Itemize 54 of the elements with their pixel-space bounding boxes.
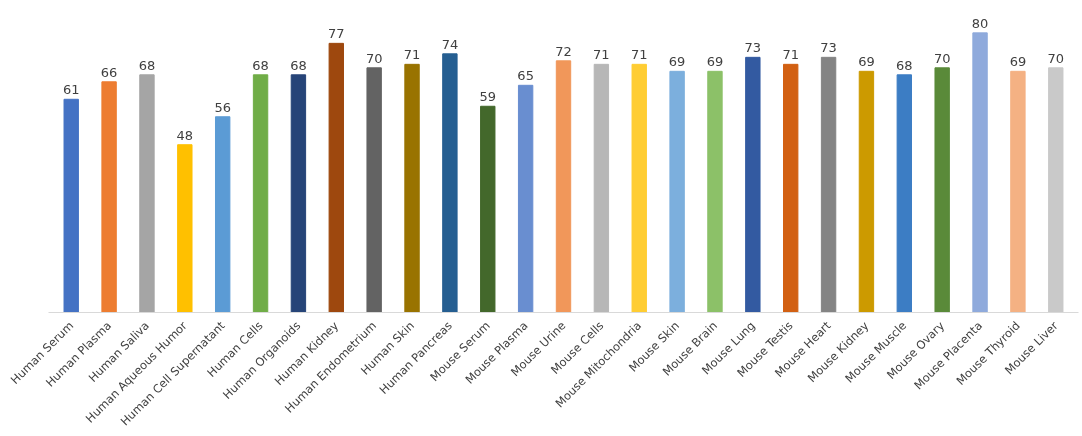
data-label: 71 xyxy=(403,47,421,63)
data-label: 69 xyxy=(706,54,724,70)
bar xyxy=(1010,70,1026,313)
data-label: 71 xyxy=(593,47,610,63)
bar xyxy=(328,42,344,313)
data-label: 70 xyxy=(1047,50,1065,66)
bar xyxy=(593,63,610,313)
data-label: 70 xyxy=(933,50,951,66)
bar xyxy=(972,32,988,313)
bar xyxy=(934,67,950,313)
data-label: 61 xyxy=(62,82,80,98)
data-label: 68 xyxy=(290,57,307,73)
data-label: 59 xyxy=(479,89,497,105)
bar xyxy=(252,74,269,313)
bar xyxy=(707,70,723,313)
bar xyxy=(177,144,193,313)
bar xyxy=(139,74,155,313)
bar xyxy=(101,81,117,313)
data-label: 74 xyxy=(441,36,459,52)
data-label: 73 xyxy=(744,40,762,56)
data-label: 66 xyxy=(100,64,118,80)
data-label: 68 xyxy=(252,57,269,73)
data-label: 69 xyxy=(858,54,875,70)
bar xyxy=(215,116,231,313)
bar xyxy=(820,56,837,313)
bar xyxy=(442,53,458,313)
data-label: 65 xyxy=(517,68,534,84)
bar xyxy=(631,63,647,313)
bar xyxy=(1048,67,1064,313)
data-label: 73 xyxy=(820,40,837,56)
data-label: 69 xyxy=(668,54,686,70)
data-label: 72 xyxy=(555,43,572,59)
bar xyxy=(669,70,685,313)
bar xyxy=(517,84,534,313)
bar xyxy=(366,67,382,313)
bar xyxy=(480,105,496,313)
bar xyxy=(555,60,572,313)
bar xyxy=(896,74,912,313)
data-label: 68 xyxy=(138,57,156,73)
data-label: 80 xyxy=(971,15,989,31)
bar xyxy=(404,63,420,313)
bar xyxy=(63,98,79,313)
data-label: 68 xyxy=(896,57,913,73)
bar xyxy=(783,63,799,313)
bar xyxy=(290,74,307,313)
bar xyxy=(858,70,875,313)
data-label: 77 xyxy=(328,26,345,42)
data-label: 69 xyxy=(1009,54,1027,70)
data-label: 48 xyxy=(176,127,194,143)
data-label: 56 xyxy=(214,99,231,115)
data-label: 70 xyxy=(365,50,383,66)
bar xyxy=(745,56,761,313)
data-label: 71 xyxy=(630,47,648,63)
data-label: 71 xyxy=(782,47,799,63)
